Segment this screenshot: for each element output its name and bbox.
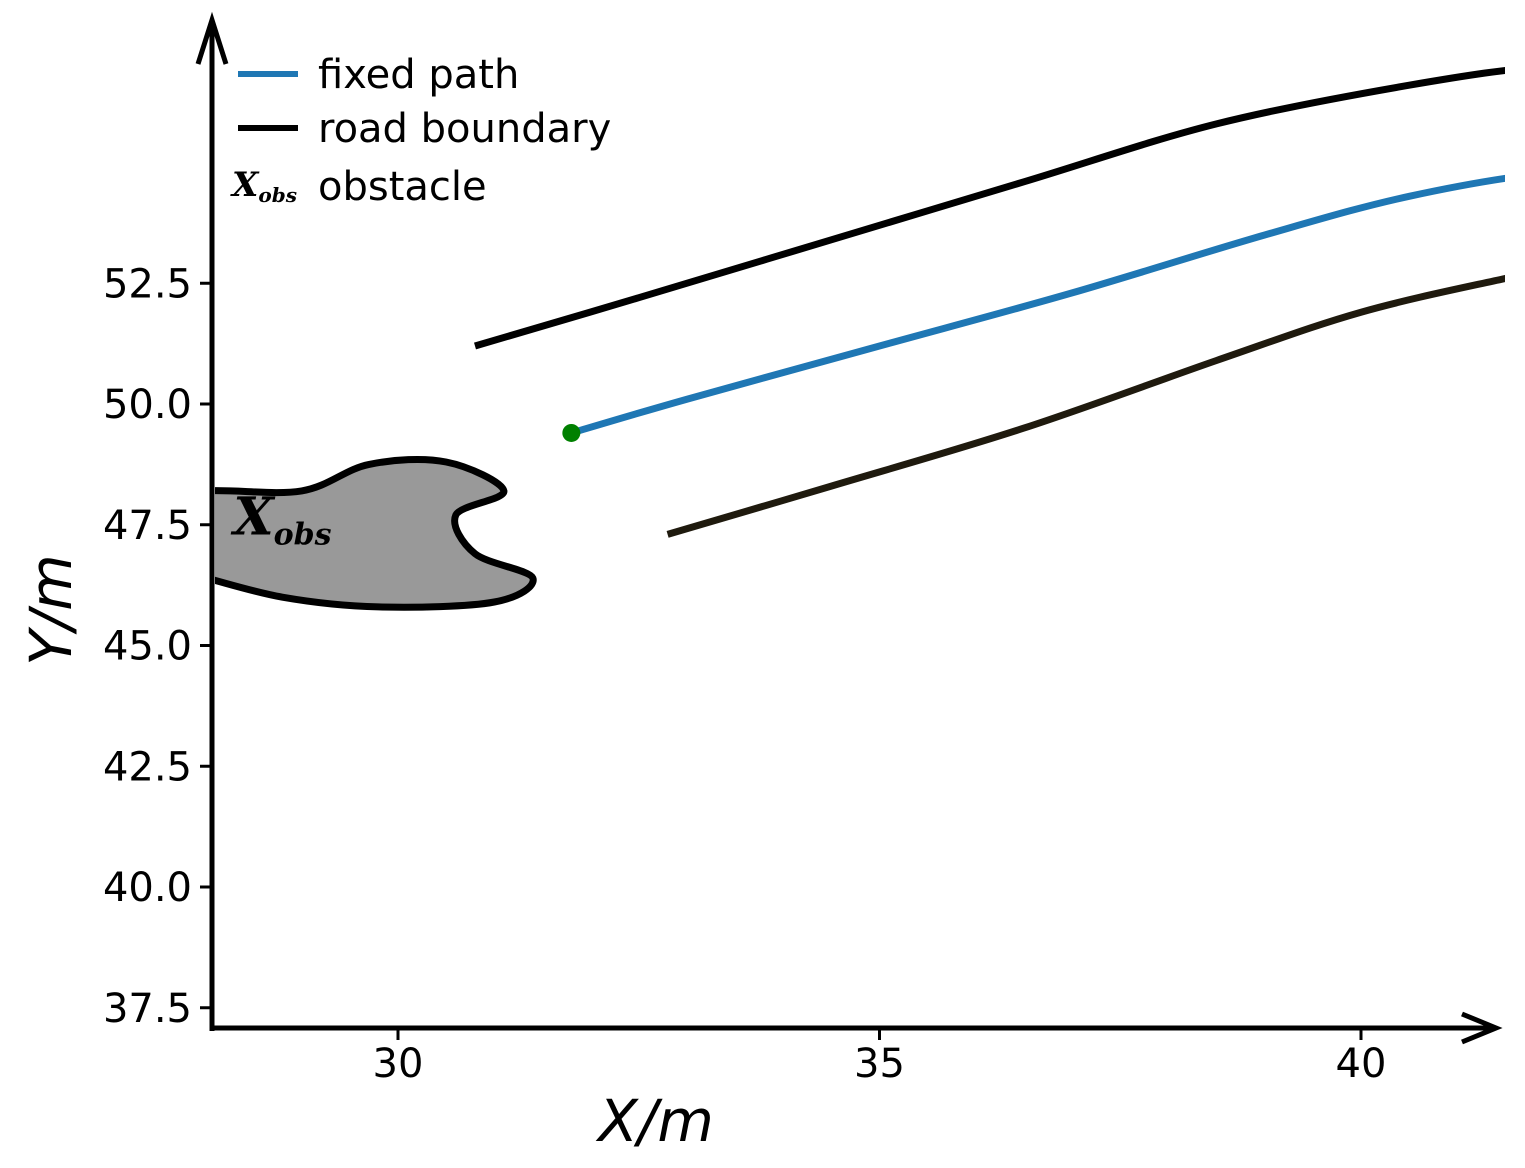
x-axis-label: X/m: [595, 1087, 714, 1155]
y-axis-arrow-icon: [195, 11, 229, 65]
y-tick-label: 50.0: [103, 382, 192, 428]
y-ticks: 37.5 40.0 42.5 45.0 47.5 50.0 52.5: [103, 261, 212, 1032]
obstacle-symbol-subscript: obs: [258, 183, 297, 207]
legend-obstacle-symbol: Xobs: [230, 165, 297, 207]
series-line-road-boundary-inner: [666, 274, 1505, 538]
x-axis-arrow-icon: [1461, 1011, 1503, 1045]
y-tick-label: 52.5: [103, 261, 192, 307]
plot-area: Xobs: [215, 66, 1505, 611]
series-line-road-boundary-outer: [474, 66, 1505, 350]
y-tick-label: 42.5: [103, 744, 192, 790]
obstacle: Xobs: [215, 456, 537, 611]
markers: [562, 423, 581, 442]
axes: [195, 11, 1503, 1045]
obstacle-region: [215, 456, 537, 611]
legend: fixed path road boundary Xobs obstacle: [230, 52, 611, 210]
legend-label: road boundary: [318, 106, 611, 152]
legend-label: obstacle: [318, 164, 487, 210]
y-tick-label: 45.0: [103, 624, 192, 670]
legend-item-fixed-path: fixed path: [238, 52, 519, 98]
obstacle-symbol-main: X: [230, 165, 260, 205]
x-tick-label: 40: [1336, 1041, 1387, 1087]
legend-item-road-boundary: road boundary: [238, 106, 611, 152]
obstacle-label-main: X: [230, 486, 276, 547]
series-lines: [474, 66, 1505, 538]
legend-item-obstacle: Xobs obstacle: [230, 164, 487, 210]
x-ticks: 30 35 40: [373, 1028, 1387, 1087]
y-tick-label: 37.5: [103, 986, 192, 1032]
obstacle-label-subscript: obs: [274, 517, 332, 552]
series-line-fixed-path: [570, 174, 1505, 437]
obstacle-label: Xobs: [230, 486, 331, 552]
y-axis-label: Y/m: [17, 554, 85, 665]
y-tick-label: 40.0: [103, 865, 192, 911]
x-tick-label: 35: [854, 1041, 905, 1087]
y-tick-label: 47.5: [103, 503, 192, 549]
start-point-marker: [562, 423, 581, 442]
x-tick-label: 30: [373, 1041, 424, 1087]
legend-label: fixed path: [318, 52, 519, 98]
